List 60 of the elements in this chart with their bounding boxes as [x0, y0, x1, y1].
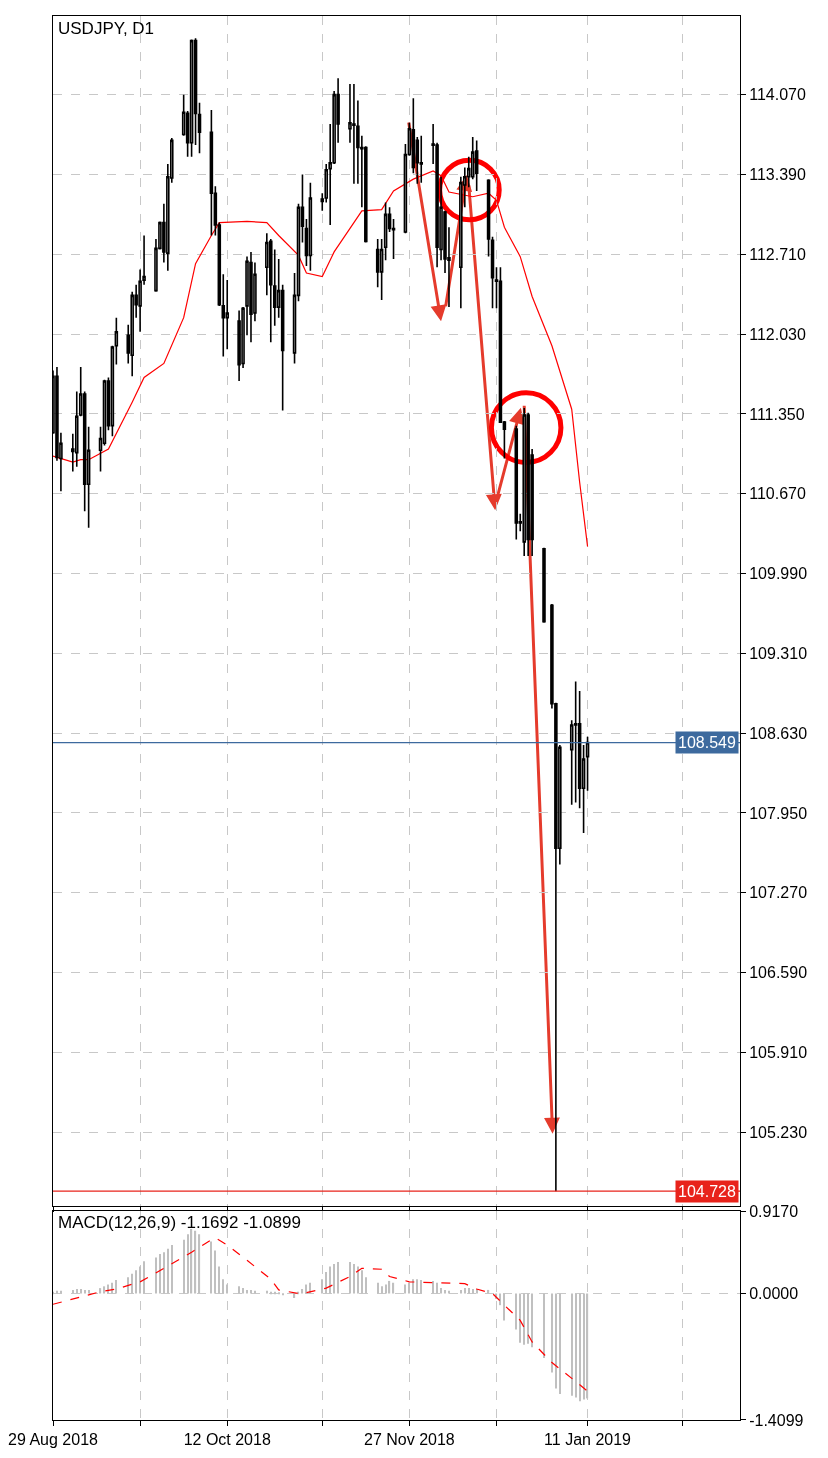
line-series: [53, 1237, 589, 1392]
bar: [84, 1289, 86, 1294]
bar: [444, 1289, 446, 1294]
candlestick: [197, 102, 202, 155]
candlestick: [249, 251, 253, 344]
candlestick: [379, 238, 384, 301]
y-tick-label: -1.4099: [749, 1411, 804, 1429]
bar: [155, 1257, 157, 1294]
bar: [301, 1289, 304, 1294]
candlestick: [419, 134, 424, 184]
bar: [388, 1280, 391, 1294]
candlestick: [542, 546, 546, 624]
bar: [555, 1293, 557, 1389]
bar: [531, 1293, 533, 1348]
bar: [190, 1228, 193, 1294]
x-tick-label: 11 Jan 2019: [544, 1431, 632, 1449]
y-tick-label: 113.390: [749, 166, 806, 184]
y-tick-label: 107.270: [749, 884, 808, 902]
y-tick-label: 110.670: [749, 485, 806, 503]
candlestick: [352, 83, 356, 185]
y-tick-label: 109.310: [749, 644, 808, 662]
bar: [551, 1293, 553, 1373]
y-tick-label: 106.590: [749, 964, 808, 982]
ref-line-label: 108.549: [678, 734, 736, 751]
y-tick-label: 0.9170: [749, 1202, 799, 1220]
bar: [408, 1282, 410, 1294]
candlestick: [237, 309, 241, 382]
y-tick-label: 108.630: [749, 724, 808, 742]
y-tick-label: 114.070: [749, 86, 806, 104]
x-tick-label: 29 Aug 2018: [8, 1431, 99, 1449]
candlestick: [585, 735, 590, 792]
bar: [246, 1289, 248, 1294]
bar: [460, 1289, 462, 1294]
bar: [282, 1293, 284, 1296]
candlestick: [522, 407, 526, 557]
y-tick-label: 0.0000: [749, 1285, 799, 1303]
bar: [515, 1293, 517, 1330]
y-tick-label: 112.710: [749, 245, 806, 263]
y-tick-label: 112.030: [749, 325, 806, 343]
bar: [210, 1241, 212, 1294]
chart-title: MACD(12,26,9) -1.1692 -1.0899: [58, 1213, 301, 1232]
x-tick-label: 27 Nov 2018: [364, 1431, 455, 1449]
y-tick-label: 111.350: [749, 405, 805, 423]
y-tick-label: 105.230: [749, 1123, 808, 1141]
candlestick: [573, 680, 578, 804]
chart-title: USDJPY, D1: [58, 19, 155, 38]
x-tick-label: 12 Oct 2018: [183, 1431, 271, 1449]
ref-line-label: 104.728: [678, 1183, 736, 1200]
candlestick: [209, 109, 214, 237]
bar: [571, 1293, 573, 1396]
candlestick: [474, 139, 479, 192]
y-tick-label: 109.990: [749, 565, 808, 583]
candlestick: [514, 424, 519, 541]
bar: [519, 1293, 521, 1343]
y-tick-label: 105.910: [749, 1044, 808, 1062]
bar: [337, 1262, 339, 1294]
y-tick-label: 107.950: [749, 804, 808, 822]
candlestick: [526, 411, 530, 557]
bar: [353, 1263, 355, 1294]
bar: [103, 1286, 106, 1294]
